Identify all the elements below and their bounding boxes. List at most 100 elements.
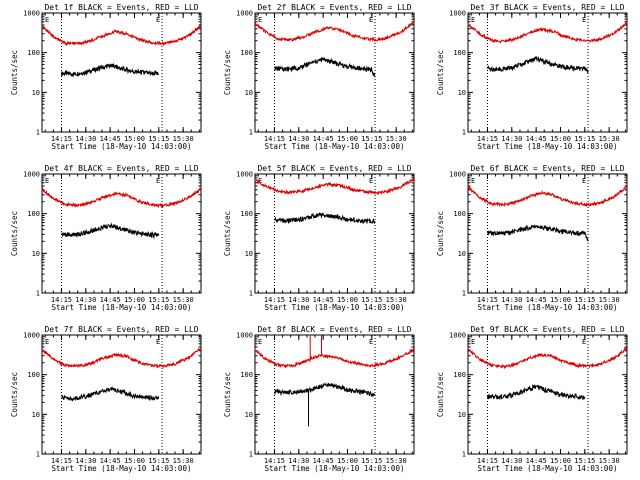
e-mark-1: E — [258, 338, 262, 346]
e-mark-1: E — [471, 177, 475, 185]
y-tick-label: 1000 — [449, 171, 466, 179]
x-tick-label: 15:00 — [550, 135, 571, 143]
x-tick-label: 14:45 — [313, 296, 334, 304]
y-tick-label: 10 — [32, 250, 40, 258]
y-tick-label: 10 — [32, 411, 40, 419]
chart-title: Det 4f BLACK = Events, RED = LLD — [44, 164, 198, 173]
e-mark-1: E — [45, 177, 49, 185]
lld-series-line — [467, 22, 628, 45]
chart-title: Det 7f BLACK = Events, RED = LLD — [44, 325, 198, 334]
y-tick-label: 1000 — [449, 332, 466, 340]
x-tick-label: 15:15 — [574, 296, 595, 304]
x-tick-label: 14:15 — [264, 296, 285, 304]
e-mark-2: E — [156, 16, 160, 24]
x-tick-label: 15:00 — [337, 135, 358, 143]
x-tick-label: 14:15 — [51, 135, 72, 143]
x-tick-label: 14:30 — [288, 296, 309, 304]
y-tick-label: 1 — [249, 129, 253, 137]
events-series-line — [274, 382, 376, 427]
x-tick-label: 14:30 — [501, 296, 522, 304]
y-axis-label: Counts/sec — [10, 372, 19, 417]
chart-panel-1: Det 1f BLACK = Events, RED = LLD E E 1 10 100… — [10, 3, 202, 151]
events-series-line — [61, 63, 160, 78]
lld-series-line — [254, 335, 415, 369]
x-axis-label: Start Time (18-May-10 14:03:00) — [265, 303, 405, 312]
e-mark-2: E — [582, 177, 586, 185]
e-mark-2: E — [369, 338, 373, 346]
chart-panel-4: Det 4f BLACK = Events, RED = LLD E E 1 10 100… — [10, 164, 202, 312]
y-tick-label: 100 — [27, 49, 40, 57]
e-mark-1: E — [258, 177, 262, 185]
x-tick-label: 14:30 — [75, 135, 96, 143]
chart-panel-6: Det 6f BLACK = Events, RED = LLD E E 1 10 100… — [436, 164, 628, 312]
events-series-line — [61, 385, 160, 402]
y-tick-label: 100 — [240, 371, 253, 379]
x-axis-label: Start Time (18-May-10 14:03:00) — [52, 142, 192, 151]
chart-title: Det 1f BLACK = Events, RED = LLD — [44, 3, 198, 12]
x-axis-label: Start Time (18-May-10 14:03:00) — [52, 303, 192, 312]
chart-title: Det 3f BLACK = Events, RED = LLD — [470, 3, 624, 12]
y-axis-label: Counts/sec — [223, 372, 232, 417]
events-series-line — [487, 55, 589, 75]
x-tick-label: 15:30 — [386, 457, 407, 465]
y-tick-label: 10 — [458, 250, 466, 258]
x-tick-label: 14:45 — [313, 457, 334, 465]
x-tick-label: 14:45 — [313, 135, 334, 143]
x-tick-label: 15:00 — [124, 135, 145, 143]
x-axis-label: Start Time (18-May-10 14:03:00) — [478, 303, 618, 312]
plot-frame — [467, 173, 628, 294]
x-tick-label: 15:15 — [574, 457, 595, 465]
y-tick-label: 1000 — [449, 10, 466, 18]
e-mark-2: E — [369, 177, 373, 185]
chart-panel-2: Det 2f BLACK = Events, RED = LLD E E 1 10 100… — [223, 3, 415, 151]
plot-frame — [254, 12, 415, 133]
y-tick-label: 1000 — [236, 10, 253, 18]
y-tick-label: 1000 — [23, 171, 40, 179]
y-tick-label: 100 — [240, 210, 253, 218]
x-tick-label: 14:45 — [526, 135, 547, 143]
y-tick-label: 1000 — [236, 332, 253, 340]
x-axis-label: Start Time (18-May-10 14:03:00) — [265, 142, 405, 151]
e-mark-2: E — [582, 16, 586, 24]
chart-panel-3: Det 3f BLACK = Events, RED = LLD E E 1 10 100… — [436, 3, 628, 151]
y-tick-label: 100 — [27, 210, 40, 218]
events-series-line — [487, 383, 586, 401]
x-tick-label: 14:15 — [264, 135, 285, 143]
lld-series-line — [254, 176, 415, 196]
e-mark-2: E — [582, 338, 586, 346]
x-tick-label: 15:30 — [173, 296, 194, 304]
plot-frame — [254, 334, 415, 455]
y-tick-label: 1 — [36, 290, 40, 298]
x-tick-label: 14:15 — [477, 296, 498, 304]
events-series-line — [487, 224, 589, 242]
y-tick-label: 1000 — [236, 171, 253, 179]
chart-panel-5: Det 5f BLACK = Events, RED = LLD E E 1 10 100… — [223, 164, 415, 312]
y-tick-label: 10 — [458, 411, 466, 419]
lld-series-line — [41, 24, 202, 47]
y-tick-label: 10 — [458, 89, 466, 97]
x-tick-label: 15:15 — [361, 135, 382, 143]
x-tick-label: 14:30 — [75, 457, 96, 465]
plot-frame — [467, 12, 628, 133]
y-tick-label: 1000 — [23, 10, 40, 18]
plot-frame — [467, 334, 628, 455]
y-axis-label: Counts/sec — [223, 50, 232, 95]
chart-panel-8: Det 8f BLACK = Events, RED = LLD E E 1 10 100… — [223, 325, 415, 473]
y-tick-label: 100 — [453, 371, 466, 379]
lld-series-line — [467, 346, 627, 370]
x-tick-label: 15:00 — [124, 296, 145, 304]
y-tick-label: 1 — [249, 290, 253, 298]
y-axis-label: Counts/sec — [436, 372, 445, 417]
x-tick-label: 14:45 — [526, 457, 547, 465]
x-tick-label: 15:30 — [173, 457, 194, 465]
y-tick-label: 1 — [36, 451, 40, 459]
x-tick-label: 14:30 — [501, 135, 522, 143]
x-tick-label: 14:45 — [100, 457, 121, 465]
y-tick-label: 100 — [453, 49, 466, 57]
plot-frame — [41, 12, 202, 133]
x-tick-label: 15:00 — [550, 457, 571, 465]
x-tick-label: 14:45 — [526, 296, 547, 304]
x-tick-label: 14:30 — [75, 296, 96, 304]
plot-frame — [41, 173, 202, 294]
